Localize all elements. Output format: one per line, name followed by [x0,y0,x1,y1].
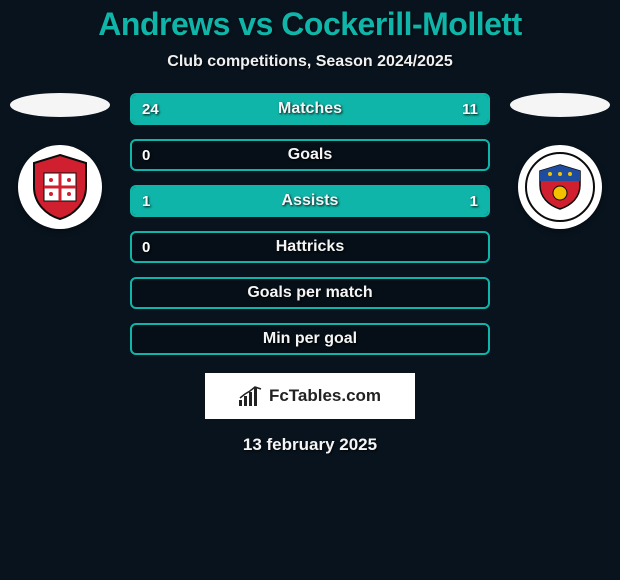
stat-bar-hattricks: 0 Hattricks [130,231,490,263]
stat-right-value: 11 [462,95,478,123]
left-player-col [0,93,120,229]
stat-bar-assists: 1 Assists 1 [130,185,490,217]
brand-logo[interactable]: FcTables.com [205,373,415,419]
right-player-col [500,93,620,229]
page-subtitle: Club competitions, Season 2024/2025 [167,53,452,71]
brand-text: FcTables.com [269,386,381,406]
woking-crest-icon [24,151,96,223]
stat-bar-min-per-goal: Min per goal [130,323,490,355]
date-line: 13 february 2025 [243,435,377,455]
fctables-icon [239,386,263,406]
comparison-card: Andrews vs Cockerill-Mollett Club compet… [0,0,620,455]
main-row: 24 Matches 11 0 Goals 1 Assists 1 0 Hatt… [0,93,620,355]
stat-bar-matches: 24 Matches 11 [130,93,490,125]
page-title: Andrews vs Cockerill-Mollett [98,6,521,43]
stat-right-value: 1 [470,187,478,215]
left-player-photo [10,93,110,117]
stat-bar-goals: 0 Goals [130,139,490,171]
stat-label: Assists [132,187,488,215]
left-club-crest [18,145,102,229]
stat-label: Hattricks [132,233,488,261]
stat-label: Min per goal [132,325,488,353]
stat-bar-goals-per-match: Goals per match [130,277,490,309]
stat-label: Matches [132,95,488,123]
stat-label: Goals [132,141,488,169]
stats-bars: 24 Matches 11 0 Goals 1 Assists 1 0 Hatt… [120,93,500,355]
tamworth-crest-icon [524,151,596,223]
right-club-crest [518,145,602,229]
right-player-photo [510,93,610,117]
stat-label: Goals per match [132,279,488,307]
